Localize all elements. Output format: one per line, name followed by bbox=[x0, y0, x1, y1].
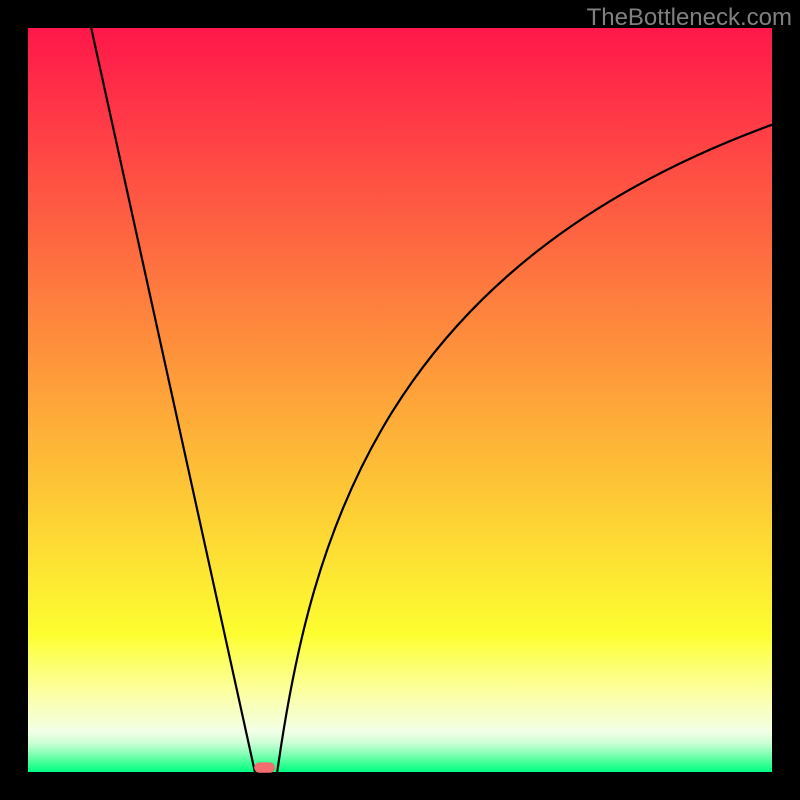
minimum-marker bbox=[254, 762, 275, 772]
bottleneck-chart bbox=[0, 0, 800, 800]
chart-container: TheBottleneck.com bbox=[0, 0, 800, 800]
watermark-text: TheBottleneck.com bbox=[587, 4, 792, 32]
